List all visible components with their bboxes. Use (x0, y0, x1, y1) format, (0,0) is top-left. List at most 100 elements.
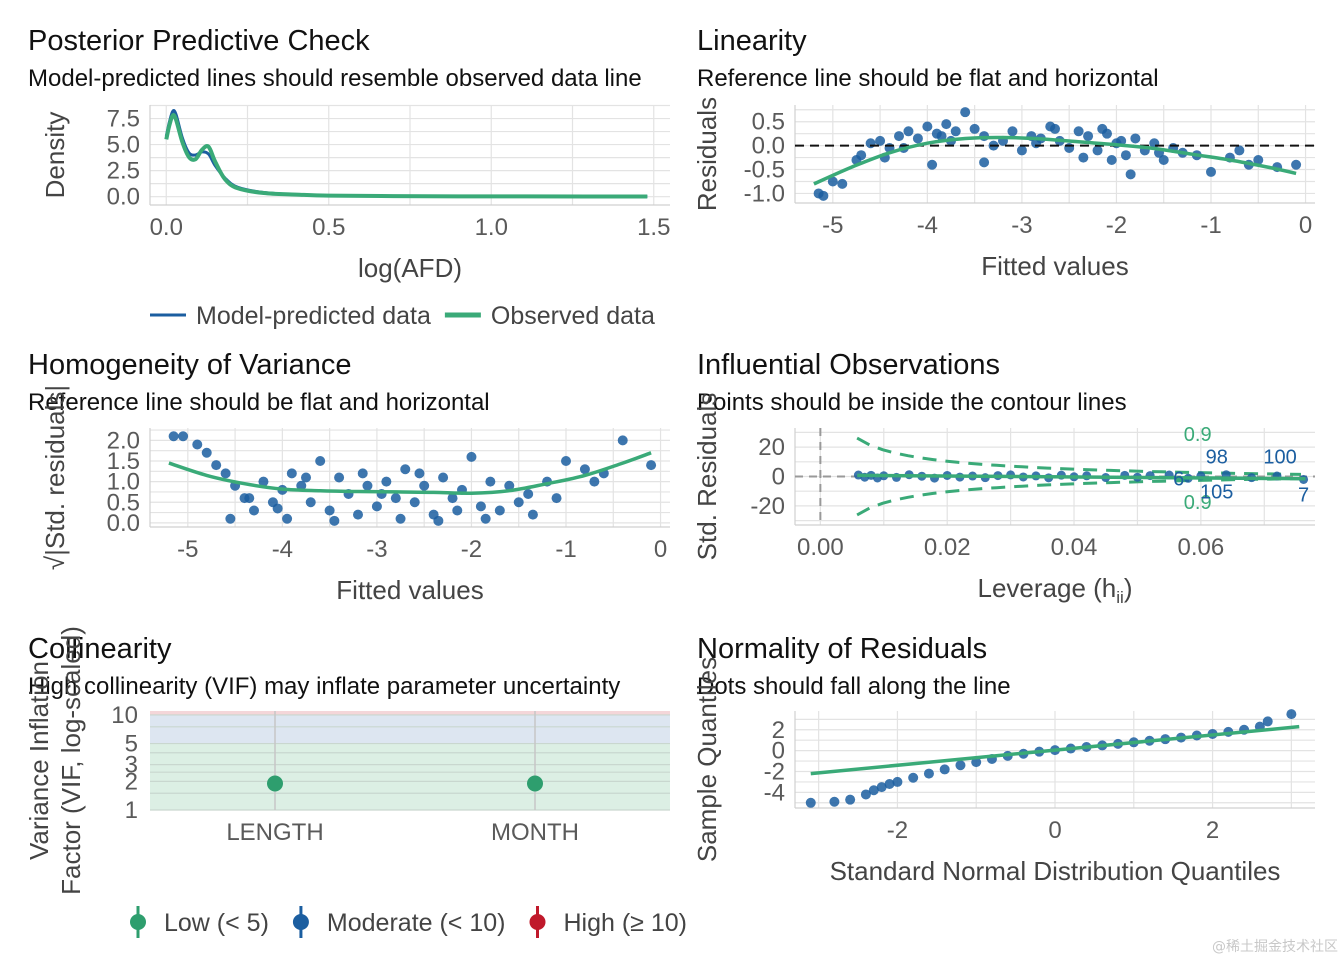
data-point (447, 493, 458, 504)
data-point (1253, 154, 1264, 165)
data-point (211, 460, 222, 471)
y-tick-label: -20 (750, 493, 785, 520)
data-point (805, 797, 816, 808)
data-point (258, 476, 269, 487)
point-label: 7 (1298, 484, 1309, 506)
data-point (960, 107, 971, 118)
data-point (395, 513, 406, 524)
y-tick-label: 0.0 (752, 133, 785, 160)
data-point (884, 779, 895, 790)
y-tick-label: 5 (125, 731, 138, 758)
data-point (818, 190, 829, 201)
data-point (494, 505, 505, 516)
data-point (513, 497, 524, 508)
y-tick-label: 0 (772, 464, 785, 491)
point-label: 100 (1263, 446, 1296, 468)
data-point (466, 451, 477, 462)
data-point (827, 176, 838, 187)
band-low (150, 743, 670, 810)
x-axis-title: Standard Normal Distribution Quantiles (830, 856, 1281, 886)
contour-label: 0.9 (1184, 492, 1212, 514)
x-tick-label: -3 (1011, 212, 1032, 239)
cook-contour-lower (856, 477, 1302, 517)
data-point (178, 431, 189, 442)
panel-title: Normality of Residuals (697, 633, 987, 665)
y-axis-title: Factor (VIF, log-scaled) (56, 626, 86, 895)
y-tick-label: -4 (764, 779, 785, 806)
x-tick-label: 0 (1299, 212, 1312, 239)
y-axis-title: Sample Quantiles (692, 657, 722, 862)
data-point (475, 501, 486, 512)
data-point (1234, 145, 1245, 156)
x-tick-label: -5 (177, 536, 198, 563)
data-point (860, 789, 871, 800)
data-point (1106, 154, 1117, 165)
x-axis-title: Fitted values (981, 251, 1128, 281)
data-point (527, 509, 538, 520)
panel-title: Collinearity (28, 633, 172, 665)
data-point (272, 503, 283, 514)
panel-posterior-predictive-check: Posterior Predictive Check Model-predicte… (28, 25, 670, 330)
panel-normality-of-residuals: Normality of Residuals Dots should fall a… (692, 633, 1315, 886)
legend-key (529, 914, 546, 930)
reference-line (810, 724, 1300, 776)
y-tick-label: 1 (125, 797, 138, 824)
data-point (1158, 154, 1169, 165)
x-tick-label: -1 (1200, 212, 1221, 239)
y-tick-label: 2 (125, 768, 138, 795)
data-point (941, 119, 952, 130)
data-point (192, 439, 203, 450)
smooth-line (813, 135, 1297, 186)
x-tick-label: -4 (272, 536, 293, 563)
data-point (579, 464, 590, 475)
x-tick-label: -2 (887, 817, 908, 844)
data-point (390, 493, 401, 504)
x-tick-label: 0.0 (150, 214, 183, 241)
x-tick-label: 0.02 (924, 534, 971, 561)
data-point (1206, 166, 1216, 177)
contour-label: 0.9 (1184, 424, 1212, 446)
panel-title: Linearity (697, 25, 807, 57)
x-tick-label: -2 (1106, 212, 1127, 239)
data-point (504, 480, 515, 491)
y-axis-title: √|Std. residuals| (40, 385, 70, 570)
data-point (409, 497, 420, 508)
x-tick-label: -4 (917, 212, 938, 239)
y-tick-label: 2.0 (107, 427, 140, 454)
data-point (955, 760, 966, 771)
data-point (452, 505, 463, 516)
vif-point (267, 775, 283, 792)
data-point (296, 480, 307, 491)
y-tick-label: 0.5 (752, 109, 785, 136)
legend-label: Observed data (491, 302, 655, 330)
data-point (1262, 716, 1273, 727)
y-tick-label: 0.0 (107, 184, 140, 211)
x-tick-label: 1.5 (637, 214, 670, 241)
panel-subtitle: Points should be inside the contour line… (697, 389, 1127, 416)
data-point (589, 476, 600, 487)
y-tick-label: -2 (764, 758, 785, 785)
panel-title: Homogeneity of Variance (28, 349, 351, 381)
data-point (892, 776, 903, 787)
data-point (1097, 123, 1108, 134)
panel-subtitle: Reference line should be flat and horizo… (697, 65, 1159, 92)
data-point (1007, 126, 1018, 137)
y-tick-label: 20 (758, 434, 785, 461)
panel-subtitle: Reference line should be flat and horizo… (28, 389, 490, 416)
data-point (1286, 709, 1297, 720)
data-point (856, 150, 867, 161)
cook-contour-upper (856, 436, 1302, 476)
data-point (220, 468, 231, 479)
data-point (1130, 133, 1141, 144)
panel-collinearity: Collinearity High collinearity (VIF) may … (24, 626, 687, 938)
y-tick-label: -1.0 (744, 180, 785, 207)
observed-data-line (164, 113, 648, 199)
smooth-line (168, 451, 652, 496)
panel-subtitle: Dots should fall along the line (697, 673, 1011, 700)
y-tick-label: 1.5 (107, 448, 140, 475)
legend-label: Model-predicted data (196, 302, 431, 330)
data-point (1016, 145, 1027, 156)
legend-key (292, 914, 309, 930)
point-label: 6 (1173, 468, 1184, 490)
data-point (249, 505, 259, 516)
